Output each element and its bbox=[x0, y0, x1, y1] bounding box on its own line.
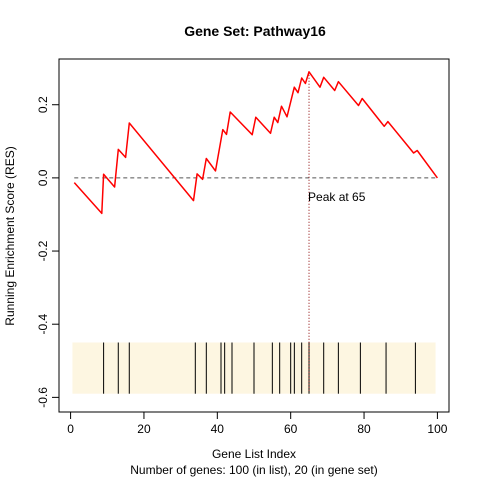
y-tick-label: -0.4 bbox=[36, 314, 50, 335]
x-tick-label: 20 bbox=[137, 422, 151, 436]
running-es-line-0 bbox=[73, 71, 439, 215]
x-axis: 0 20 40 60 80 100 bbox=[67, 411, 448, 436]
y-tick-label: -0.2 bbox=[36, 240, 50, 261]
peak-label: Peak at 65 bbox=[308, 190, 366, 204]
y-tick-label: 0.0 bbox=[36, 169, 50, 186]
x-tick-label: 40 bbox=[211, 422, 225, 436]
y-axis: -0.6 -0.4 -0.2 0.0 0.2 bbox=[36, 96, 60, 408]
y-tick-label: 0.2 bbox=[36, 96, 50, 113]
hits-panel bbox=[72, 342, 436, 394]
x-tick-label: 60 bbox=[284, 422, 298, 436]
x-axis-label: Gene List Index bbox=[212, 447, 296, 461]
x-tick-label: 80 bbox=[357, 422, 371, 436]
series-layer bbox=[73, 71, 439, 215]
x-tick-label: 0 bbox=[67, 422, 74, 436]
y-axis-label: Running Enrichment Score (RES) bbox=[3, 146, 17, 325]
x-tick-label: 100 bbox=[427, 422, 447, 436]
chart-title: Gene Set: Pathway16 bbox=[184, 23, 326, 39]
chart-subtitle: Number of genes: 100 (in list), 20 (in g… bbox=[130, 463, 377, 477]
y-tick-label: -0.6 bbox=[36, 387, 50, 408]
